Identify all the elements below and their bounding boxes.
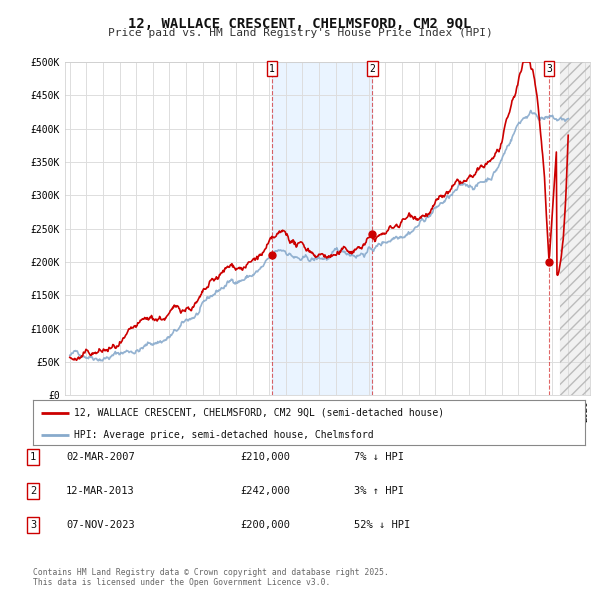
Text: 3: 3: [546, 64, 552, 74]
Text: 2: 2: [370, 64, 375, 74]
Text: 1: 1: [30, 453, 36, 462]
Text: 12, WALLACE CRESCENT, CHELMSFORD, CM2 9QL: 12, WALLACE CRESCENT, CHELMSFORD, CM2 9Q…: [128, 17, 472, 31]
Text: 12, WALLACE CRESCENT, CHELMSFORD, CM2 9QL (semi-detached house): 12, WALLACE CRESCENT, CHELMSFORD, CM2 9Q…: [74, 408, 445, 418]
Text: 07-NOV-2023: 07-NOV-2023: [66, 520, 135, 530]
Text: HPI: Average price, semi-detached house, Chelmsford: HPI: Average price, semi-detached house,…: [74, 431, 374, 441]
Text: 3% ↑ HPI: 3% ↑ HPI: [354, 486, 404, 496]
Text: 02-MAR-2007: 02-MAR-2007: [66, 453, 135, 462]
Text: 7% ↓ HPI: 7% ↓ HPI: [354, 453, 404, 462]
Bar: [560, 62, 590, 395]
Text: 52% ↓ HPI: 52% ↓ HPI: [354, 520, 410, 530]
Text: 2: 2: [30, 486, 36, 496]
Text: £242,000: £242,000: [240, 486, 290, 496]
Text: £200,000: £200,000: [240, 520, 290, 530]
Bar: [272, 62, 373, 395]
Text: 12-MAR-2013: 12-MAR-2013: [66, 486, 135, 496]
Text: Price paid vs. HM Land Registry's House Price Index (HPI): Price paid vs. HM Land Registry's House …: [107, 28, 493, 38]
Bar: [560, 62, 590, 395]
Text: Contains HM Land Registry data © Crown copyright and database right 2025.
This d: Contains HM Land Registry data © Crown c…: [33, 568, 389, 587]
Text: 1: 1: [269, 64, 275, 74]
Text: £210,000: £210,000: [240, 453, 290, 462]
Text: 3: 3: [30, 520, 36, 530]
